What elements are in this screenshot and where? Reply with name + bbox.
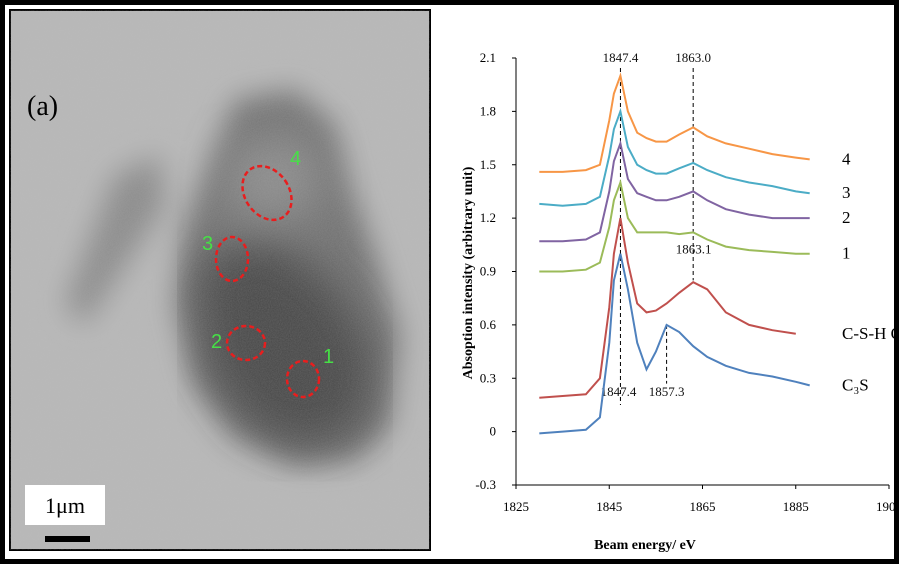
region-label: 2 — [211, 331, 222, 353]
series-label: 1 — [842, 244, 851, 263]
annotation-label: 1847.4 — [603, 50, 639, 65]
scale-box — [25, 485, 105, 525]
y-tick-label: 1.2 — [480, 210, 496, 225]
y-tick-label: 0.3 — [480, 370, 496, 385]
x-axis-title: Beam energy/ eV — [594, 538, 696, 553]
chart: -0.3 0 0.3 0.6 0.9 1.2 1.5 1.8 2.1 1825 1845 1865 18… — [461, 50, 894, 553]
annotation-label: 1847.4 — [601, 384, 637, 399]
region-label: 1 — [323, 346, 334, 368]
series-line — [539, 217, 796, 399]
series-label: C₃S — [842, 375, 869, 394]
series-label: C-S-H OP — [842, 324, 894, 343]
series-line — [539, 178, 810, 273]
series-label: 3 — [842, 183, 851, 202]
x-tick-label: 1905 — [876, 499, 894, 514]
micrograph: 1 2 3 4 (a) 1μm — [9, 9, 431, 551]
y-tick-label: 2.1 — [480, 50, 496, 65]
series-label: 4 — [842, 149, 851, 168]
y-tick-label: 0 — [490, 424, 497, 439]
scale-bar-label: 1μm — [45, 493, 85, 518]
annotation-label: 1863.0 — [675, 50, 711, 65]
x-tick-label: 1845 — [596, 499, 622, 514]
annotation-label: 1857.3 — [649, 384, 685, 399]
series-line — [539, 72, 810, 173]
series-line — [539, 139, 810, 243]
y-tick-label: -0.3 — [475, 477, 496, 492]
region-label: 4 — [290, 148, 301, 170]
scale-bar — [45, 536, 90, 542]
figure-svg: 1 2 3 4 (a) 1μm -0.3 0 0.3 0.6 0.9 1.2 1.5 1.8 2… — [9, 9, 894, 553]
x-tick-label: 1825 — [503, 499, 529, 514]
y-tick-label: 1.8 — [480, 103, 496, 118]
y-tick-label: 0.6 — [480, 317, 497, 332]
series-line — [539, 107, 810, 207]
y-tick-label: 0.9 — [480, 264, 496, 279]
x-tick-label: 1865 — [690, 499, 716, 514]
region-label: 3 — [202, 233, 213, 255]
annotation-label: 1863.1 — [676, 242, 712, 257]
series-line — [539, 253, 810, 435]
y-axis-title: Absoption intensity (arbitrary unit) — [461, 166, 476, 379]
series-label: 2 — [842, 208, 851, 227]
y-tick-label: 1.5 — [480, 157, 496, 172]
x-tick-label: 1885 — [783, 499, 809, 514]
panel-label: (a) — [27, 91, 58, 122]
